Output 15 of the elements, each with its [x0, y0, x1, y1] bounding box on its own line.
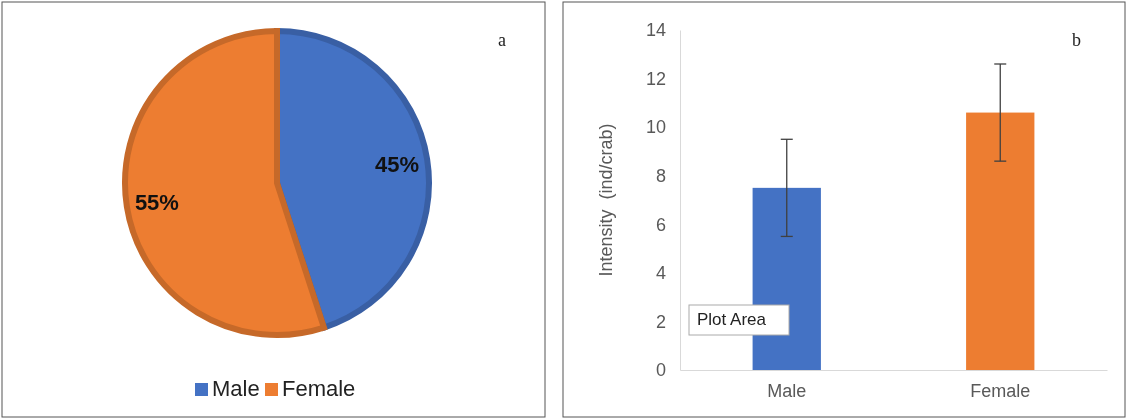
y-tick-label: 0 — [655, 360, 666, 381]
annotation: Plot Area — [697, 310, 767, 329]
y-tick-label: 6 — [655, 214, 666, 235]
y-tick-label: 12 — [645, 68, 666, 89]
y-tick-label: 4 — [655, 263, 666, 284]
data-label: 55% — [134, 190, 179, 216]
data-label: 45% — [375, 151, 420, 177]
text: a — [498, 30, 506, 50]
pie-slice — [122, 28, 327, 338]
y-tick-label: 14 — [645, 20, 666, 41]
y-tick-label: 2 — [655, 311, 666, 332]
y-tick-label: 8 — [655, 165, 666, 186]
annotation: b — [1072, 30, 1081, 50]
y-tick-label: 10 — [645, 117, 666, 138]
y-axis-title: Intensity (ind/crab) — [596, 123, 616, 277]
